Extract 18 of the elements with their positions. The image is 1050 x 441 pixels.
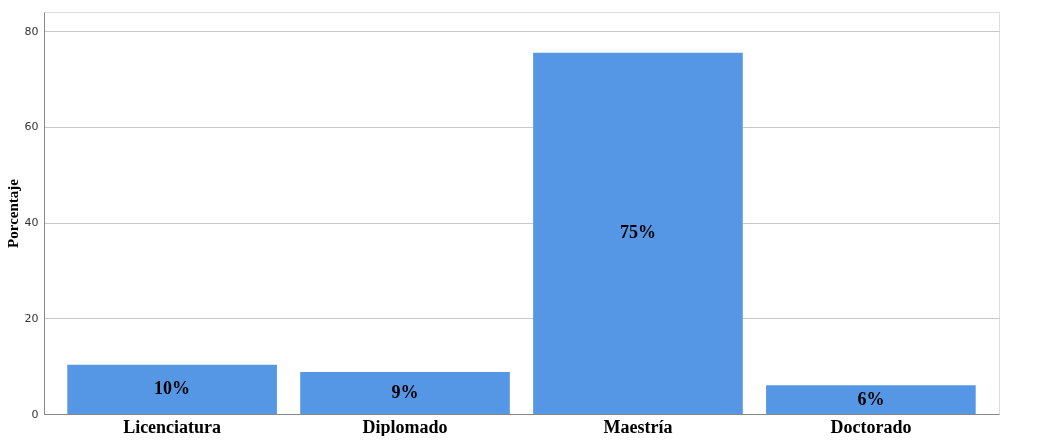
bar xyxy=(67,364,277,414)
data-label: 10% xyxy=(154,378,191,399)
x-tick-label: Licenciatura xyxy=(123,416,222,437)
y-tick-label: 40 xyxy=(24,216,39,230)
y-axis-title: Porcentaje xyxy=(4,178,21,248)
y-tick-label: 80 xyxy=(24,24,39,38)
y-tick-label: 0 xyxy=(31,407,39,421)
data-label: 9% xyxy=(391,381,419,402)
data-label: 75% xyxy=(619,222,656,243)
bar xyxy=(533,52,743,414)
y-tick-label: 20 xyxy=(24,311,39,325)
bar xyxy=(300,371,510,414)
data-label: 6% xyxy=(857,388,885,409)
x-tick-label: Diplomado xyxy=(362,416,448,437)
x-tick-label: Doctorado xyxy=(830,416,912,437)
bar xyxy=(766,385,976,414)
y-tick-label: 60 xyxy=(24,120,39,134)
x-tick-label: Maestría xyxy=(603,416,673,437)
